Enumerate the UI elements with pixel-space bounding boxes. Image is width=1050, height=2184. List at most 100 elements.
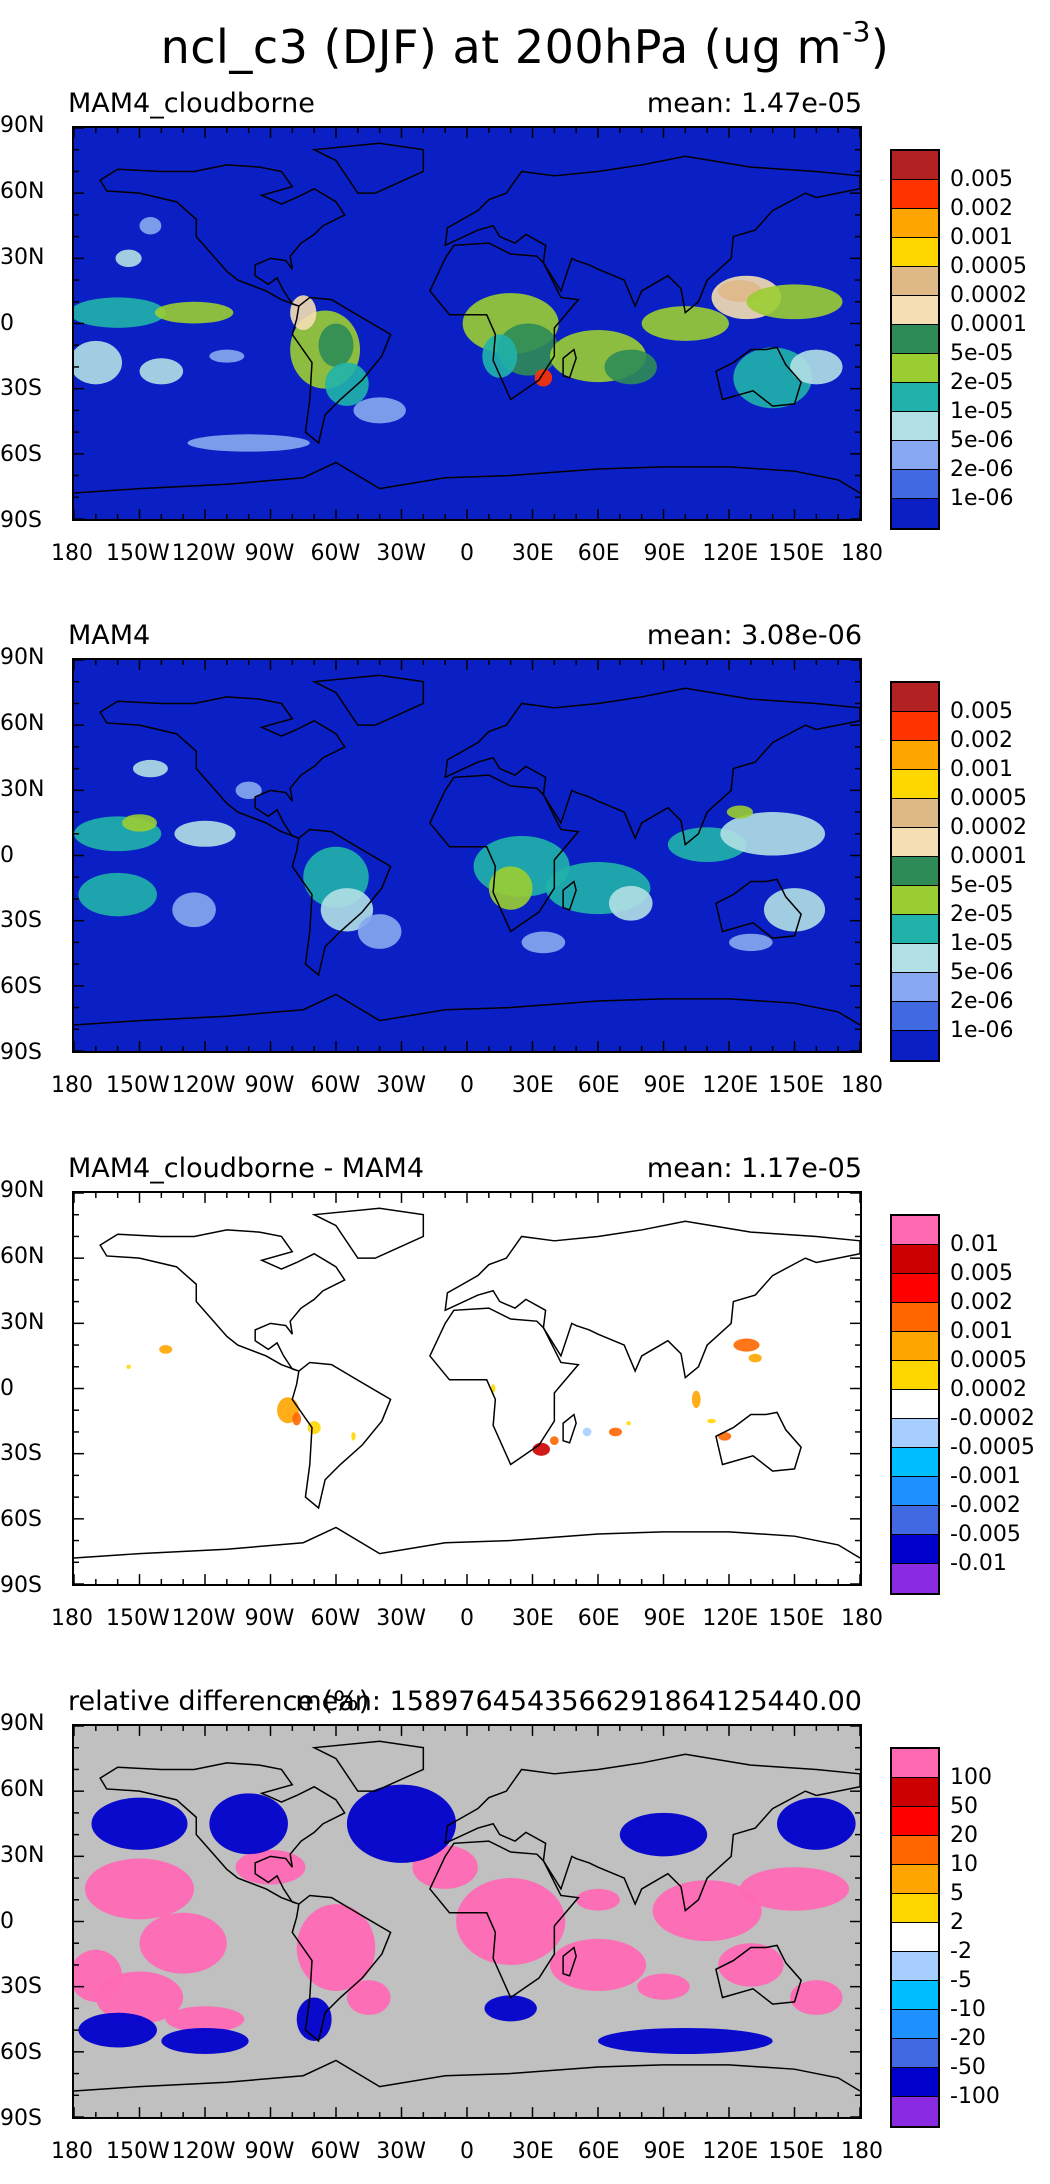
map-canvas xyxy=(74,1726,860,2117)
lon-tick-label: 30W xyxy=(376,2139,427,2164)
coastline xyxy=(291,1361,392,1510)
coastline xyxy=(99,164,346,307)
coastline xyxy=(562,348,577,379)
lon-tick-label: 180 xyxy=(841,2139,883,2164)
field-patch xyxy=(187,434,310,452)
coastline xyxy=(429,774,580,933)
lon-tick-label: 120E xyxy=(702,1606,759,1631)
field-patch xyxy=(357,914,402,949)
colorbar-swatch xyxy=(892,799,938,828)
colorbar xyxy=(890,149,940,530)
colorbar-swatch xyxy=(892,1477,938,1506)
lon-tick-label: 180 xyxy=(51,1073,93,1098)
lon-tick-label: 180 xyxy=(841,1606,883,1631)
lat-tick-label: 0 xyxy=(0,1375,14,1401)
map-panel: relative difference (%) mean: 15897645435… xyxy=(0,1684,1050,2184)
field-patch xyxy=(608,885,653,921)
coastline xyxy=(562,1946,577,1977)
field-patch xyxy=(763,888,826,932)
field-patch xyxy=(172,892,216,928)
field-patch xyxy=(598,2027,773,2055)
lon-tick-label: 0 xyxy=(460,2139,474,2164)
field-patch xyxy=(78,872,157,917)
lat-tick-label: 90S xyxy=(0,1573,42,1598)
colorbar-swatch xyxy=(892,886,938,915)
map-plot xyxy=(72,1191,862,1586)
field-patch xyxy=(126,1364,131,1369)
lon-tick-label: 90W xyxy=(244,2139,295,2164)
lat-tick-label: 30S xyxy=(0,1441,42,1467)
field-patch xyxy=(235,781,262,800)
field-patch xyxy=(139,358,184,385)
colorbar-label: 0.0001 xyxy=(950,312,1027,337)
lon-tick-label: 30W xyxy=(376,541,427,566)
colorbar-label: 0.0005 xyxy=(950,254,1027,279)
lon-tick-label: 150W xyxy=(105,541,170,566)
colorbar-swatch xyxy=(892,2068,938,2097)
colorbar-label: 0.0002 xyxy=(950,283,1027,308)
coastline xyxy=(311,1207,425,1259)
field-patch xyxy=(74,340,123,385)
field-patch xyxy=(720,812,826,856)
colorbar-swatch xyxy=(892,1216,938,1245)
field-patch xyxy=(325,362,369,407)
field-patch xyxy=(292,1412,302,1426)
colorbar-label: 2e-06 xyxy=(950,989,1014,1014)
colorbar-label: 20 xyxy=(950,1823,978,1848)
colorbar-swatch xyxy=(892,1923,938,1952)
lat-tick-label: 90S xyxy=(0,508,42,533)
field-patch xyxy=(582,1427,592,1437)
lat-tick-label: 90N xyxy=(0,1711,45,1736)
colorbar-swatch xyxy=(892,296,938,325)
colorbar-swatch xyxy=(892,1535,938,1564)
lat-tick-label: 60S xyxy=(0,1507,42,1533)
colorbar-swatch xyxy=(892,383,938,412)
field-patch xyxy=(604,349,657,385)
coastline xyxy=(444,1753,860,1912)
antarctica-coastline xyxy=(74,461,860,494)
lon-tick-label: 180 xyxy=(51,2139,93,2164)
field-patch xyxy=(174,820,236,847)
field-patch xyxy=(691,1390,701,1409)
colorbar-label: 2e-05 xyxy=(950,902,1014,927)
field-patch xyxy=(115,249,142,268)
lat-tick-label: 30N xyxy=(0,776,45,802)
lon-tick-label: 60W xyxy=(310,1073,361,1098)
colorbar-swatch xyxy=(892,2039,938,2068)
field-patch xyxy=(209,349,245,363)
colorbar-swatch xyxy=(892,180,938,209)
map-panel: MAM4_cloudborne - MAM4 mean: 1.17e-05 90N 6… xyxy=(0,1151,1050,1651)
colorbar-label: -20 xyxy=(950,2026,986,2051)
lon-tick-label: 90W xyxy=(244,541,295,566)
colorbar-label: -0.0005 xyxy=(950,1435,1035,1460)
field-patch xyxy=(139,1912,227,1974)
colorbar-label: 0.001 xyxy=(950,225,1013,250)
map-plot xyxy=(72,1724,862,2119)
panel-label: relative difference (%) xyxy=(68,1686,370,1717)
field-patch xyxy=(707,1418,716,1424)
field-patch xyxy=(159,1345,173,1354)
lat-tick-label: 90N xyxy=(0,1178,45,1203)
field-patch xyxy=(549,1436,559,1445)
colorbar-swatch xyxy=(892,1564,938,1593)
field-patch xyxy=(154,301,234,324)
colorbar-label: 0.0002 xyxy=(950,1377,1027,1402)
field-patch xyxy=(484,1995,537,2022)
field-patch xyxy=(456,1878,566,1965)
colorbar-swatch xyxy=(892,1981,938,2010)
field-patch xyxy=(351,1431,356,1441)
field-patch xyxy=(78,2012,157,2048)
colorbar-label: 1e-05 xyxy=(950,931,1014,956)
coastline xyxy=(99,1229,346,1372)
colorbar-label: -100 xyxy=(950,2084,1000,2109)
colorbar-swatch xyxy=(892,1952,938,1981)
colorbar-swatch xyxy=(892,1361,938,1390)
field-patch xyxy=(777,1797,856,1850)
colorbar-label: 5e-06 xyxy=(950,960,1014,985)
colorbar-label: 1e-06 xyxy=(950,1018,1014,1043)
panel-mean: mean: 3.08e-06 xyxy=(646,620,862,651)
colorbar-swatch xyxy=(892,712,938,741)
lon-tick-label: 60E xyxy=(577,1073,620,1098)
colorbar-label: 2e-06 xyxy=(950,457,1014,482)
map-plot xyxy=(72,658,862,1053)
